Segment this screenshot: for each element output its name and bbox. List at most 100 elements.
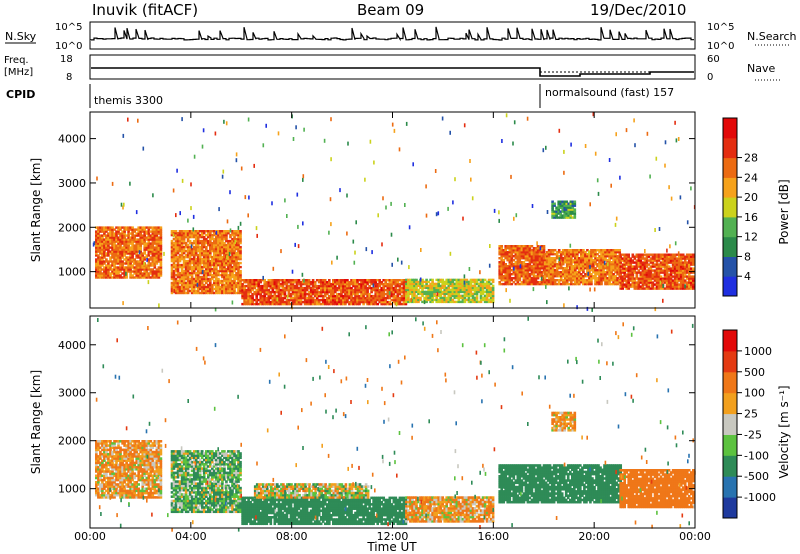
data-cell [457, 288, 461, 292]
data-cell [647, 271, 651, 274]
data-cell [117, 246, 120, 249]
data-cell [594, 257, 597, 260]
data-cell [217, 255, 220, 259]
data-cell [227, 243, 230, 247]
data-cell [392, 294, 396, 298]
data-cell [528, 269, 532, 272]
data-cell [227, 241, 230, 245]
data-cell [372, 302, 375, 306]
data-cell [540, 249, 544, 252]
data-cell [180, 279, 184, 283]
data-cell [255, 300, 259, 304]
data-cell [522, 269, 526, 272]
data-cell [231, 275, 234, 279]
data-cell [229, 289, 232, 293]
data-cell [500, 245, 504, 248]
data-cell [119, 250, 122, 253]
data-cell [209, 281, 212, 285]
data-cell [433, 292, 436, 296]
data-cell [360, 282, 363, 286]
data-cell [200, 257, 204, 261]
data-cell [227, 239, 230, 243]
data-cell [619, 261, 623, 264]
data-cell [121, 238, 124, 241]
data-cell [309, 296, 313, 300]
scatter-cell [280, 249, 282, 254]
data-cell [225, 247, 228, 251]
data-cell [237, 267, 240, 271]
data-cell [334, 294, 337, 298]
data-cell [504, 245, 508, 248]
data-cell [543, 255, 547, 258]
data-cell [121, 232, 124, 235]
data-cell [267, 298, 271, 302]
data-cell [202, 241, 206, 245]
scatter-cell [505, 288, 507, 293]
data-cell [113, 260, 116, 263]
data-cell [508, 253, 512, 256]
data-cell [313, 290, 317, 294]
data-cell [155, 246, 159, 249]
data-cell [115, 238, 118, 241]
data-cell [243, 298, 246, 302]
scatter-cell [190, 244, 193, 249]
data-cell [336, 286, 339, 290]
data-cell [463, 290, 467, 294]
data-cell [483, 294, 487, 298]
data-cell [251, 284, 254, 288]
data-cell [398, 282, 402, 286]
data-cell [629, 265, 633, 268]
data-cell [243, 284, 246, 288]
data-cell [500, 249, 504, 252]
data-cell [543, 282, 547, 286]
data-cell [557, 281, 561, 284]
data-cell [614, 275, 617, 278]
data-cell [453, 284, 457, 288]
data-cell [326, 286, 329, 290]
data-cell [192, 249, 196, 253]
data-cell [225, 251, 228, 255]
data-cell [127, 240, 130, 243]
data-cell [570, 249, 573, 252]
data-cell [323, 281, 327, 284]
data-cell [251, 298, 254, 302]
data-cell [198, 271, 202, 275]
data-cell [604, 251, 607, 254]
data-cell [598, 261, 601, 264]
data-cell [200, 285, 204, 289]
data-cell [479, 280, 483, 284]
data-cell [616, 257, 619, 260]
data-cell [651, 257, 655, 260]
scatter-cell [589, 264, 591, 269]
data-cell [649, 287, 653, 290]
data-cell [344, 284, 347, 288]
data-cell [649, 267, 653, 270]
data-cell [129, 256, 132, 259]
data-cell [103, 256, 106, 259]
data-cell [596, 271, 599, 274]
data-cell [281, 282, 285, 286]
data-cell [563, 267, 567, 270]
data-cell [421, 278, 424, 282]
data-cell [522, 279, 526, 282]
data-cell [200, 267, 204, 271]
data-cell [360, 300, 363, 304]
data-cell [627, 281, 631, 284]
data-cell [209, 279, 212, 283]
data-cell [237, 261, 240, 265]
data-cell [433, 290, 436, 294]
data-cell [594, 263, 597, 266]
data-cell [384, 296, 388, 300]
data-cell [332, 290, 335, 294]
data-cell [530, 249, 534, 252]
scatter-cell [546, 300, 548, 305]
data-cell [623, 273, 627, 276]
data-cell [538, 269, 542, 272]
data-cell [633, 267, 637, 270]
data-cell [661, 277, 665, 280]
scatter-cell [244, 195, 247, 200]
data-cell [285, 288, 289, 292]
data-cell [283, 290, 287, 294]
scatter-cell [655, 156, 658, 161]
data-cell [200, 247, 204, 251]
